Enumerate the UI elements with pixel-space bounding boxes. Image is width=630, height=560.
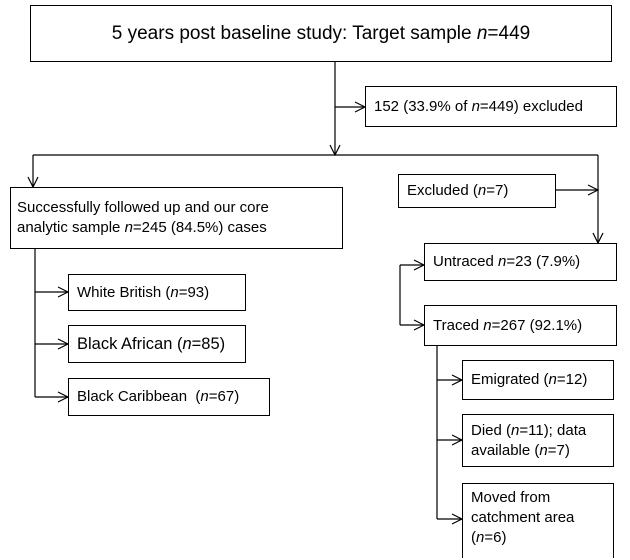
target-sample-box: 5 years post baseline study: Target samp… xyxy=(30,5,612,62)
line: Untraced n=23 (7.9%) xyxy=(433,252,608,272)
untraced-box: Untraced n=23 (7.9%) xyxy=(424,243,617,281)
text: n xyxy=(498,253,507,270)
text: Traced xyxy=(433,316,484,334)
text: =7) xyxy=(547,441,570,459)
text: 152 (33.9% of xyxy=(374,97,472,115)
text: =267 (92.1%) xyxy=(491,316,583,334)
text: ( xyxy=(471,529,476,546)
line: Black Caribbean (n=67) xyxy=(77,387,261,407)
text: n xyxy=(539,441,548,459)
text: Died ( xyxy=(471,421,512,439)
text: n xyxy=(170,283,179,301)
text: =85) xyxy=(191,335,226,353)
line: 152 (33.9% of n=449) excluded xyxy=(374,97,608,117)
text: =93) xyxy=(178,283,210,301)
traced-box: Traced n=267 (92.1%) xyxy=(424,305,617,346)
text: n xyxy=(476,529,485,546)
text: Emigrated ( xyxy=(471,371,549,388)
excluded-box: 152 (33.9% of n=449) excluded xyxy=(365,86,617,127)
text: Moved from xyxy=(471,489,551,506)
line: Black African (n=85) xyxy=(77,334,237,354)
text: =7) xyxy=(486,182,509,199)
text: analytic sample xyxy=(17,219,125,236)
text: =449 xyxy=(487,22,531,44)
text: =245 (84.5%) cases xyxy=(132,219,267,236)
text: n xyxy=(511,421,520,439)
text: =11); data xyxy=(519,421,587,439)
line: Traced n=267 (92.1%) xyxy=(433,316,608,336)
text: catchment area xyxy=(471,509,575,526)
line: Moved from xyxy=(471,488,605,508)
text: n xyxy=(477,182,487,199)
line: 5 years post baseline study: Target samp… xyxy=(111,22,531,44)
line: Successfully followed up and our core xyxy=(17,198,334,218)
text: =449) excluded xyxy=(479,97,583,115)
line: Emigrated (n=12) xyxy=(471,370,605,390)
text: n xyxy=(548,371,557,388)
excluded-box: Excluded (n=7) xyxy=(398,174,556,208)
line: (n=6) xyxy=(471,528,605,548)
text: 5 years post baseline study: Target samp… xyxy=(111,22,477,44)
text: Black African ( xyxy=(77,335,183,353)
text: n xyxy=(476,22,488,44)
text: n xyxy=(483,316,492,334)
line: White British (n=93) xyxy=(77,283,237,303)
emigrated-box: Emigrated (n=12) xyxy=(462,360,614,400)
text: =6) xyxy=(484,529,507,546)
line: Died (n=11); data xyxy=(471,421,605,441)
black-african-box: Black African (n=85) xyxy=(68,325,246,363)
text: =23 (7.9%) xyxy=(506,253,581,270)
line: catchment area xyxy=(471,508,605,528)
text: n xyxy=(200,388,209,405)
line: available (n=7) xyxy=(471,441,605,461)
line: analytic sample n=245 (84.5%) cases xyxy=(17,218,334,238)
text: n xyxy=(182,335,192,353)
text: Black Caribbean ( xyxy=(77,388,201,405)
text: available ( xyxy=(471,441,540,459)
died-box: Died (n=11); data available (n=7) xyxy=(462,414,614,467)
text: =67) xyxy=(208,388,240,405)
text: Excluded ( xyxy=(407,182,478,199)
text: Successfully followed up and our core xyxy=(17,199,269,216)
text: =12) xyxy=(556,371,588,388)
text: n xyxy=(124,219,133,236)
text: White British ( xyxy=(77,283,171,301)
text: Untraced xyxy=(433,253,499,270)
line: Excluded (n=7) xyxy=(407,181,547,201)
text: n xyxy=(471,97,480,115)
core-sample-box: Successfully followed up and our core an… xyxy=(10,187,343,249)
moved-box: Moved from catchment area (n=6) xyxy=(462,483,614,558)
white-british-box: White British (n=93) xyxy=(68,274,246,311)
black-caribbean-box: Black Caribbean (n=67) xyxy=(68,378,270,416)
